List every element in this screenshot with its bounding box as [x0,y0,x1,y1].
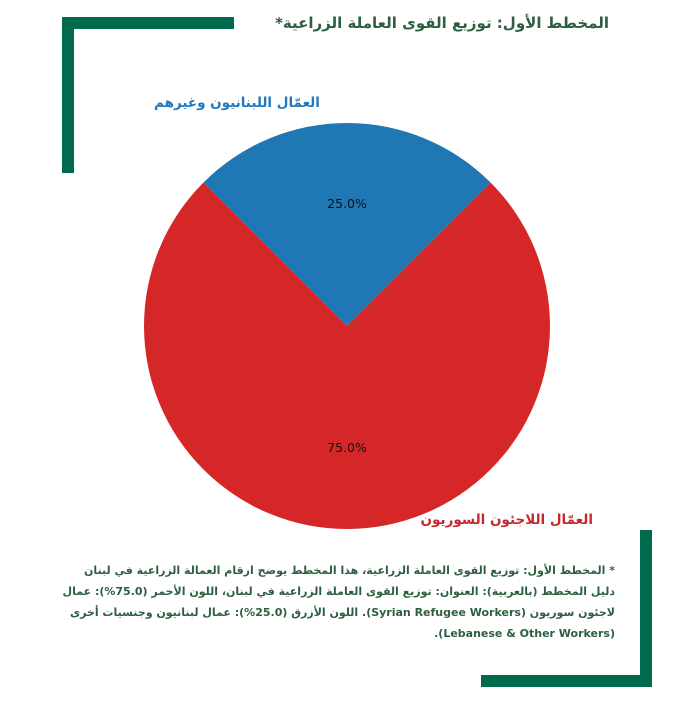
footnote: * المخطط الأول: توزيع القوى العاملة الزر… [62,564,615,640]
corner-bar-top-vertical [62,17,74,173]
pie-slice-percent-label-1: 75.0% [327,440,367,455]
corner-bar-bottom-vertical [640,530,652,687]
pie-slice-0 [203,123,491,326]
pie-slice-1 [143,182,550,530]
pie-slice-percent-label-0: 25.0% [327,196,367,211]
corner-bar-top-horizontal [62,17,234,29]
legend-label-lebanese-workers: العمّال اللبنانيون وغيرهم [154,95,320,111]
legend-label-syrian-refugee-workers: العمّال اللاجئون السوريون [420,512,593,528]
corner-bar-bottom-horizontal [481,675,652,687]
chart-title: المخطط الأول: توزيع القوى العاملة الزراع… [275,14,609,32]
